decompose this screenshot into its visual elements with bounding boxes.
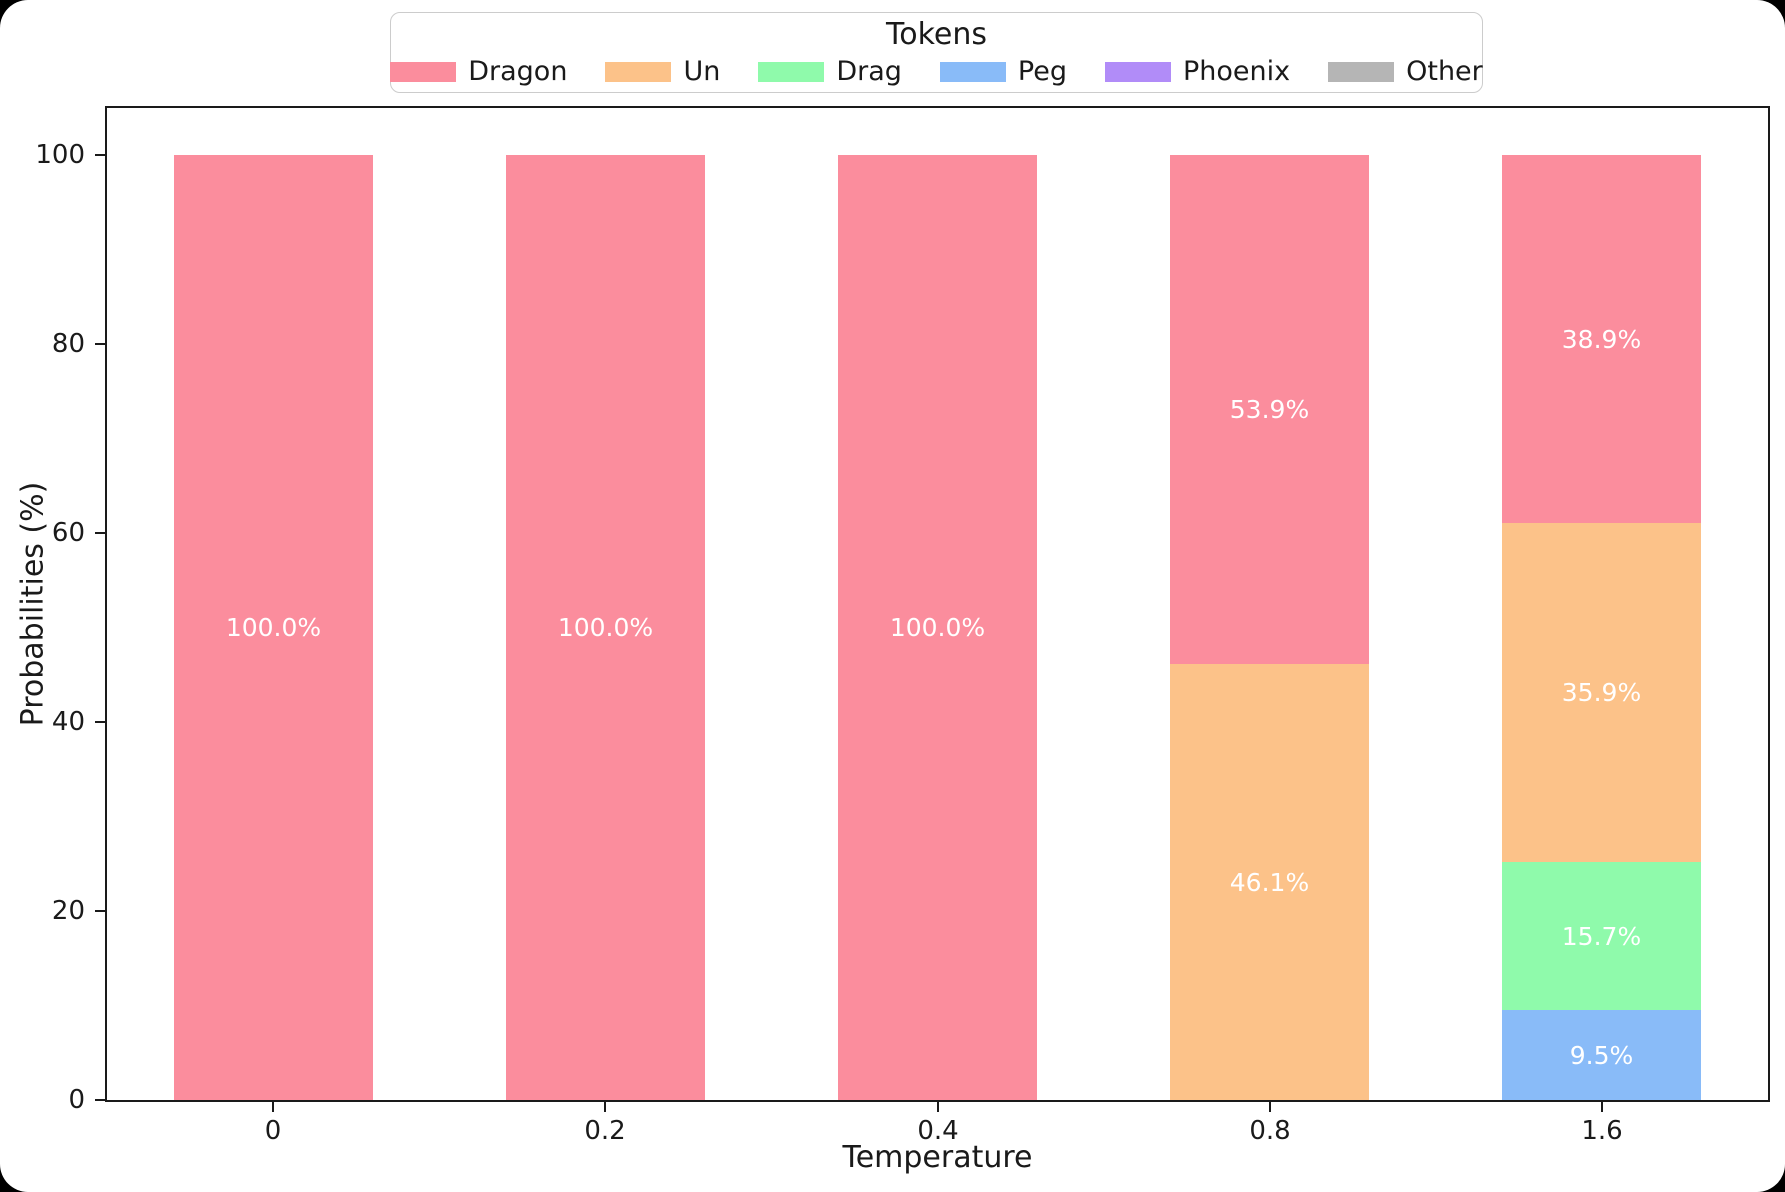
- legend-item-phoenix: Phoenix: [1104, 53, 1291, 91]
- bar-value-label-1-6-dragon: 38.9%: [1561, 324, 1642, 354]
- bar-segment-1-6-drag: 15.7%: [1502, 861, 1701, 1011]
- y-tick-mark-80: [95, 343, 105, 345]
- legend-item-dragon: Dragon: [390, 53, 567, 91]
- y-tick-mark-40: [95, 721, 105, 723]
- y-tick-label-0: 0: [68, 1085, 85, 1115]
- bar-segment-0-4-dragon: 100.0%: [838, 155, 1037, 1100]
- bar-value-label-0-4-dragon: 100.0%: [889, 613, 986, 643]
- y-tick-mark-100: [95, 154, 105, 156]
- x-tick-label-0-4: 0.4: [917, 1116, 959, 1146]
- bar-segment-1-6-peg: 9.5%: [1502, 1010, 1701, 1100]
- x-tick-mark-0: [272, 1102, 274, 1112]
- legend-title: Tokens: [886, 16, 987, 52]
- legend-swatch-phoenix: [1104, 61, 1171, 82]
- legend-item-drag: Drag: [758, 53, 902, 91]
- bar-segment-0-8-dragon: 53.9%: [1170, 155, 1369, 665]
- legend-swatch-other: [1328, 61, 1395, 82]
- y-tick-label-40: 40: [51, 707, 85, 737]
- legend-label-other: Other: [1406, 55, 1483, 87]
- y-tick-label-100: 100: [35, 140, 85, 170]
- x-tick-label-1-6: 1.6: [1581, 1116, 1623, 1146]
- x-tick-mark-0-2: [604, 1102, 606, 1112]
- bar-value-label-1-6-drag: 15.7%: [1561, 921, 1642, 951]
- bar-value-label-0-2-dragon: 100.0%: [557, 613, 654, 643]
- x-tick-label-0: 0: [264, 1116, 282, 1146]
- legend-swatch-peg: [939, 61, 1006, 82]
- y-tick-label-60: 60: [51, 518, 85, 548]
- bar-segment-1-6-dragon: 38.9%: [1502, 155, 1701, 523]
- bar-value-label-0-8-dragon: 53.9%: [1229, 395, 1310, 425]
- y-tick-label-20: 20: [51, 896, 85, 926]
- legend-swatch-drag: [758, 61, 825, 82]
- y-tick-mark-20: [95, 910, 105, 912]
- y-axis-title-text: Probabilities (%): [15, 481, 51, 727]
- legend-swatch-dragon: [390, 61, 457, 82]
- bar-segment-0-2-dragon: 100.0%: [506, 155, 705, 1100]
- legend-swatch-un: [605, 61, 672, 82]
- bar-segment-0-dragon: 100.0%: [174, 155, 373, 1100]
- bar-0: 100.0%: [174, 108, 373, 1100]
- bar-value-label-0-dragon: 100.0%: [225, 613, 322, 643]
- bar-value-label-1-6-peg: 9.5%: [1569, 1040, 1634, 1070]
- legend-label-drag: Drag: [836, 55, 902, 87]
- legend-label-un: Un: [683, 55, 721, 87]
- bar-1-6: 9.5% 15.7% 35.9% 38.9%: [1502, 108, 1701, 1100]
- bar-value-label-0-8-un: 46.1%: [1229, 867, 1310, 897]
- legend-label-peg: Peg: [1017, 55, 1067, 87]
- x-tick-label-0-8: 0.8: [1249, 1116, 1291, 1146]
- bar-segment-1-6-un: 35.9%: [1502, 522, 1701, 862]
- plot-area: 100.0% 0 100.0% 0.2 100.0% 0.4 46.1% 53.9% 0.8 9.…: [35, 106, 1770, 1146]
- legend-item-other: Other: [1328, 53, 1483, 91]
- legend-item-un: Un: [605, 53, 720, 91]
- y-tick-mark-60: [95, 532, 105, 534]
- bar-0-2: 100.0%: [506, 108, 705, 1100]
- x-tick-mark-1-6: [1601, 1102, 1603, 1112]
- legend-label-dragon: Dragon: [468, 55, 568, 87]
- bar-value-label-1-6-un: 35.9%: [1561, 677, 1642, 707]
- legend-items: Dragon Un Drag Peg Phoenix Other: [390, 53, 1483, 91]
- bar-segment-0-8-un: 46.1%: [1170, 664, 1369, 1100]
- bar-0-4: 100.0%: [838, 108, 1037, 1100]
- y-tick-mark-0: [95, 1099, 105, 1101]
- y-tick-label-80: 80: [51, 329, 85, 359]
- x-axis-title: Temperature: [842, 1140, 1033, 1175]
- legend: Tokens Dragon Un Drag Peg Phoenix Other: [390, 12, 1483, 93]
- x-tick-label-0-2: 0.2: [584, 1116, 626, 1146]
- x-tick-mark-0-4: [937, 1102, 939, 1112]
- legend-item-peg: Peg: [939, 53, 1067, 91]
- bar-0-8: 46.1% 53.9%: [1170, 108, 1369, 1100]
- legend-label-phoenix: Phoenix: [1182, 55, 1291, 87]
- x-tick-mark-0-8: [1269, 1102, 1271, 1112]
